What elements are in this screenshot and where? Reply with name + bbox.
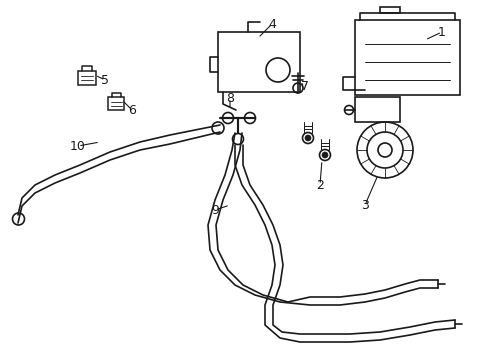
Circle shape	[321, 152, 327, 158]
Text: 7: 7	[301, 80, 308, 93]
Text: 5: 5	[101, 73, 109, 86]
Text: 4: 4	[267, 18, 275, 31]
Text: 9: 9	[211, 203, 219, 216]
Text: 1: 1	[437, 26, 445, 39]
Text: 3: 3	[360, 198, 368, 212]
Text: 10: 10	[70, 140, 86, 153]
Text: 2: 2	[315, 179, 323, 192]
Circle shape	[305, 135, 310, 141]
Text: 6: 6	[128, 104, 136, 117]
Text: 8: 8	[225, 91, 234, 104]
